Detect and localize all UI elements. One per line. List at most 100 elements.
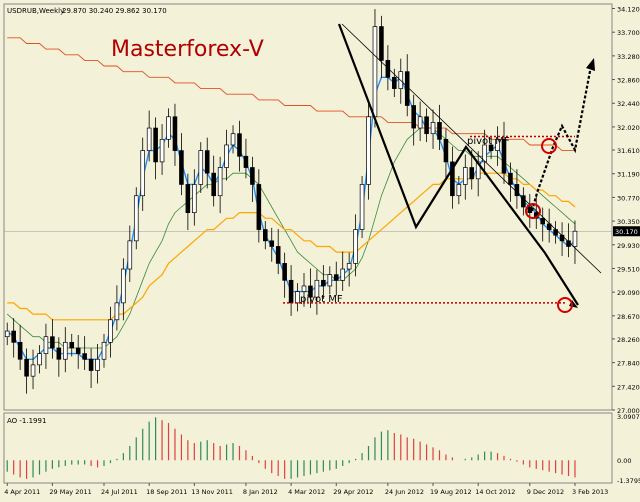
time-tick-label: 13 Nov 2011 [191,488,233,496]
candle [353,214,358,277]
candle [269,227,275,262]
candle [133,187,139,250]
candle [237,120,242,172]
candle [456,175,462,205]
candle-body-up [166,116,171,140]
candle-body-up [108,319,113,343]
price-tick-label: 31.610 [617,147,640,155]
candle [114,285,120,331]
candle-body-up [482,144,487,163]
candle [256,169,262,243]
candle [172,103,178,166]
candle-body-up [140,150,145,197]
candle-body-down [321,279,326,287]
candle-body-down [56,347,62,360]
candle-body-down [288,279,294,304]
symbol-label: USDRUB,Weekly [7,7,64,15]
candle-body-down [308,285,313,298]
candle-body-up [495,138,500,151]
candle-body-down [333,274,339,281]
candle [469,150,475,190]
candle [482,129,487,175]
candle-body-up [346,263,352,270]
price-tick-label: 27.840 [617,360,640,368]
candle-body-down [424,116,429,135]
price-tick-label: 29.090 [617,289,640,297]
ma-line-3 [7,37,575,152]
ao-tick-label: -1.3795 [617,477,640,485]
candle [108,306,113,358]
candle-body-down [263,229,268,242]
candle [572,220,578,264]
candle-body-up [301,285,307,292]
candle-body-down [282,263,287,281]
candle-body-up [572,230,578,247]
candle-body-up [37,353,42,366]
candle [82,336,87,370]
candle [88,348,94,389]
candle [366,103,371,200]
candle [4,322,10,346]
candle [450,146,455,209]
candle-body-up [198,150,204,185]
time-tick-label: 24 Jul 2011 [101,488,138,496]
time-tick-label: 14 Oct 2012 [475,488,515,496]
candle [372,9,378,128]
price-tick-label: 32.020 [617,124,640,132]
candle-body-down [256,184,262,230]
candle-body-down [469,167,475,180]
price-tick-label: 34.120 [617,6,640,14]
candle-body-down [527,206,533,213]
candle-body-down [546,223,552,230]
candle [11,318,16,358]
ao-histogram: 3.0907 0.00 -1.3795 [6,413,640,485]
candle-body-up [217,167,223,197]
trend-line [341,23,602,274]
candle [63,327,68,373]
candle [430,109,436,149]
candle [153,117,158,180]
price-tick-label: 29.930 [617,242,640,250]
price-tick-label: 28.670 [617,313,640,321]
price-tick-label: 31.190 [617,171,640,179]
time-tick-label: 3 Feb 2013 [572,488,608,496]
candle-body-down [443,138,449,163]
price-tick-label: 30.770 [617,194,640,202]
candle-body-up [353,229,358,264]
candle-body-down [179,150,184,185]
candle [379,15,384,78]
candle [411,94,416,146]
candle-body-down [204,150,210,174]
wave-path [337,23,579,306]
candle-body-up [327,274,333,287]
candle [192,169,197,226]
candle-body-up [95,358,100,371]
candle-body-up [159,138,165,163]
candle [146,110,152,162]
pivot-label-upper: pivot MF [467,136,510,147]
candle [30,349,36,390]
candle-body-down [237,133,242,157]
price-tick-label: 28.260 [617,336,640,344]
candle-body-up [101,341,107,360]
candle [17,324,23,370]
candle [321,265,326,299]
watermark-text: Masterforex-V [111,37,264,62]
time-tick-label: 29 Apr 2012 [333,488,373,496]
candle-body-down [17,341,23,360]
candle [301,272,307,307]
candle [43,323,49,369]
candle-body-down [269,240,275,247]
candle-body-down [488,144,494,151]
candle-body-down [24,358,29,377]
candle-body-up [30,364,36,377]
price-axis: 34.120 33.700 33.280 32.860 32.440 32.020 31.6… [612,6,640,415]
candle [75,335,81,369]
candle [546,208,552,243]
candle-body-up [430,122,436,135]
candle-body-up [127,240,133,270]
candle-body-up [63,341,68,360]
candle [69,333,75,357]
candle-body-up [133,195,139,242]
ohlc-readout: 29.870 30.240 29.862 30.170 [62,7,167,15]
